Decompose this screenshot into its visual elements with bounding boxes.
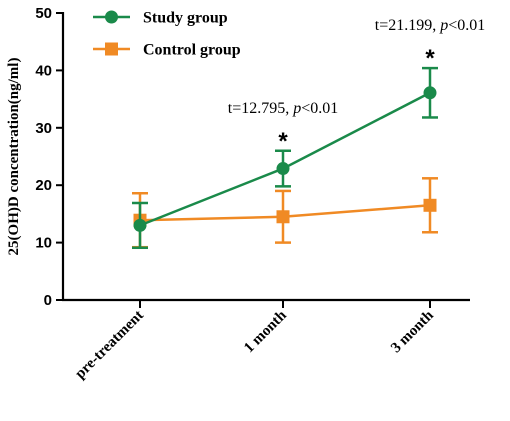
y-ticks: 0 10 20 30 40 50 bbox=[35, 5, 63, 309]
x-tick-label: 3 month bbox=[388, 307, 437, 356]
legend-item: Study group bbox=[93, 10, 228, 27]
y-tick-label: 20 bbox=[35, 177, 52, 194]
x-tick-label: pre-treatment bbox=[72, 308, 147, 383]
y-tick-label: 0 bbox=[44, 292, 52, 309]
legend: Study group Control group bbox=[93, 10, 241, 59]
y-tick-label: 30 bbox=[35, 120, 52, 137]
y-tick-label: 10 bbox=[35, 235, 52, 252]
legend-label: Study group bbox=[143, 10, 228, 27]
data-point bbox=[423, 198, 437, 212]
series-layer bbox=[132, 66, 438, 250]
data-point bbox=[276, 210, 290, 224]
y-axis-label: 25(OH)D concentration(ng/ml) bbox=[6, 58, 22, 256]
x-ticks: pre-treatment 1 month 3 month bbox=[72, 300, 437, 382]
data-point bbox=[133, 218, 147, 232]
significance-star: * bbox=[425, 45, 435, 72]
series-study-group bbox=[132, 66, 438, 250]
stat-annotation: t=21.199, p<0.01 bbox=[375, 17, 486, 34]
legend-marker bbox=[105, 42, 118, 56]
data-point bbox=[276, 162, 290, 176]
annotation-layer: * t=12.795, p<0.01 * t=21.199, p<0.01 bbox=[228, 17, 486, 155]
x-tick-label: 1 month bbox=[241, 307, 290, 356]
significance-star: * bbox=[278, 128, 288, 155]
series-control-group bbox=[132, 177, 438, 249]
y-tick-label: 50 bbox=[35, 5, 52, 22]
axes bbox=[61, 12, 470, 302]
y-tick-label: 40 bbox=[35, 62, 52, 79]
legend-label: Control group bbox=[143, 42, 241, 59]
legend-item: Control group bbox=[93, 42, 241, 59]
legend-marker bbox=[105, 10, 118, 24]
stat-annotation: t=12.795, p<0.01 bbox=[228, 100, 339, 117]
data-point bbox=[423, 86, 437, 100]
